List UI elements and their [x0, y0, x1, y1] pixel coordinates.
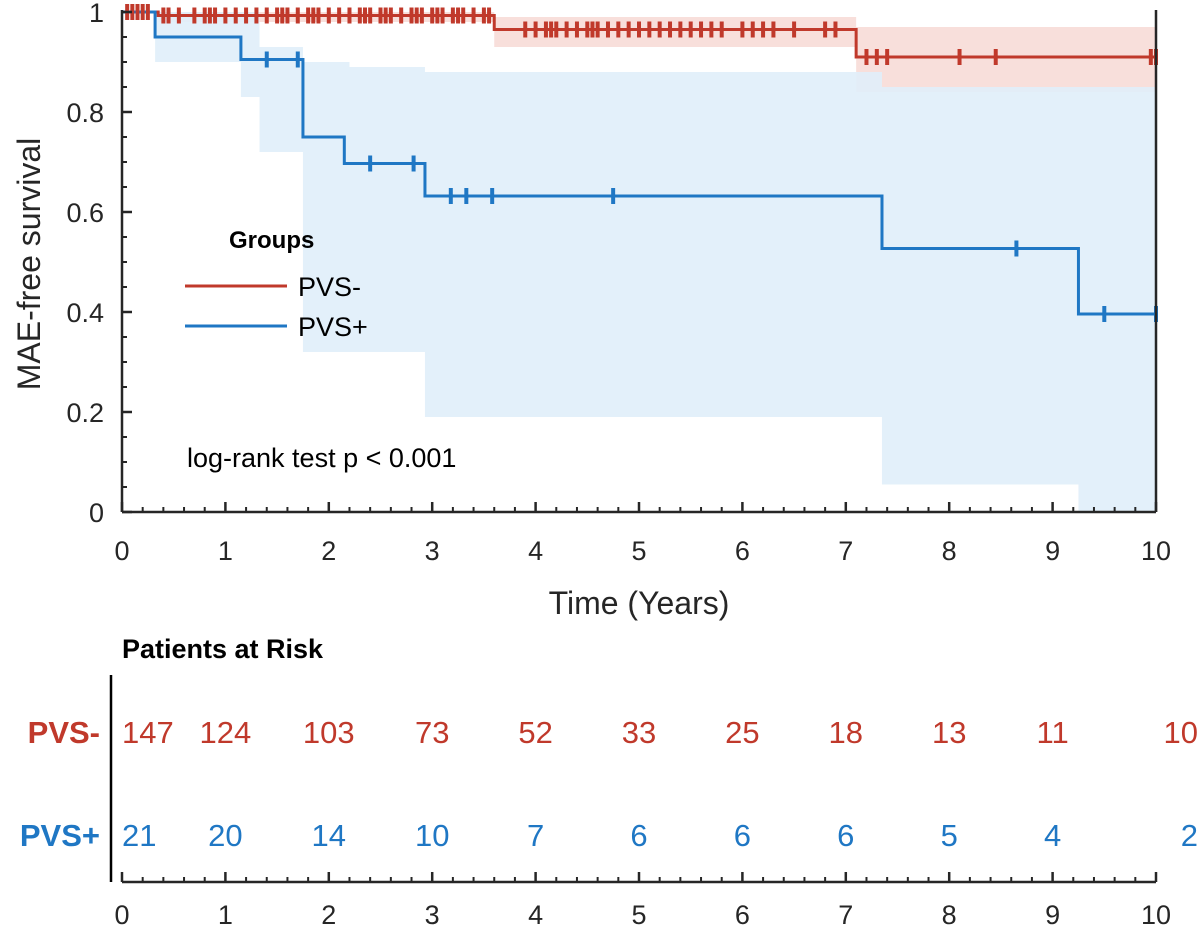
x-tick-label: 9: [1045, 536, 1060, 566]
y-tick-label: 0.6: [66, 198, 104, 228]
x-tick-label: 0: [114, 536, 129, 566]
x-tick-label: 2: [321, 536, 336, 566]
risk-cell: 20: [208, 818, 242, 853]
legend-title: Groups: [229, 227, 314, 254]
survival-curves: [122, 10, 1156, 316]
x-tick-label: 7: [838, 536, 853, 566]
risk-axis-label: 6: [735, 900, 750, 930]
risk-table-title: Patients at Risk: [122, 634, 324, 664]
risk-axis-label: 2: [321, 900, 336, 930]
km-plot: 0 1 2 3 4 5 6 7 8 9 10 0 0.2 0.4 0.6 0.8 1 MAE-free surv…: [11, 0, 1171, 621]
y-tick-label: 0: [89, 498, 104, 528]
ci-band-pvs-minus: [122, 12, 1156, 92]
risk-cell: 14: [312, 818, 346, 853]
x-tick-label: 4: [528, 536, 543, 566]
ci-band-pvs-plus: [122, 12, 1156, 512]
risk-cell: 6: [734, 818, 751, 853]
risk-axis-label: 1: [218, 900, 233, 930]
y-axis-title: MAE-free survival: [11, 138, 47, 391]
risk-cell: 2: [1181, 818, 1198, 853]
risk-axis-label: 9: [1045, 900, 1060, 930]
risk-axis-label: 5: [631, 900, 646, 930]
risk-cell: 33: [622, 715, 656, 750]
risk-row-label-pvs-minus: PVS-: [28, 715, 100, 750]
legend-label-pvs-plus: PVS+: [298, 312, 368, 342]
confidence-bands: [122, 12, 1156, 512]
risk-table-axis: 0 1 2 3 4 5 6 7 8 9 10: [114, 872, 1171, 930]
y-tick-label: 0.8: [66, 98, 104, 128]
risk-cell: 73: [415, 715, 449, 750]
risk-axis-label: 7: [838, 900, 853, 930]
x-tick-label: 8: [942, 536, 957, 566]
risk-cell: 13: [932, 715, 966, 750]
x-tick-label: 10: [1141, 536, 1171, 566]
y-tick-label: 0.2: [66, 398, 104, 428]
risk-axis-label: 3: [425, 900, 440, 930]
risk-cell: 18: [829, 715, 863, 750]
censor-marks: [125, 4, 1158, 322]
survival-curve-pvs-plus: [122, 10, 1156, 316]
risk-row-label-pvs-plus: PVS+: [20, 818, 100, 853]
risk-cell: 10: [415, 818, 449, 853]
log-rank-annotation: log-rank test p < 0.001: [187, 443, 456, 473]
x-axis-title: Time (Years): [549, 585, 730, 621]
risk-axis-label: 8: [942, 900, 957, 930]
risk-cell: 25: [725, 715, 759, 750]
risk-cell: 21: [122, 818, 156, 853]
risk-cell: 11: [1037, 715, 1069, 750]
risk-cell: 4: [1044, 818, 1061, 853]
x-tick-label: 1: [218, 536, 233, 566]
risk-cell: 5: [941, 818, 958, 853]
x-tick-label: 6: [735, 536, 750, 566]
risk-cell: 147: [122, 715, 174, 750]
y-tick-label: 0.4: [66, 298, 104, 328]
risk-cell: 6: [837, 818, 854, 853]
x-tick-label: 5: [631, 536, 646, 566]
x-tick-label: 3: [425, 536, 440, 566]
risk-axis-label: 0: [114, 900, 129, 930]
risk-axis-label: 4: [528, 900, 543, 930]
risk-cell: 6: [630, 818, 647, 853]
risk-axis-label: 10: [1141, 900, 1171, 930]
risk-cells: 147 124 103 73 52 33 25 18 13 11 10 21 20 14 10 7 6 6 6 5 4 2: [122, 715, 1198, 853]
risk-cell: 7: [527, 818, 544, 853]
axis-ticks: 0 1 2 3 4 5 6 7 8 9 10 0 0.2 0.4 0.6 0.8 1: [66, 0, 1171, 566]
legend-label-pvs-minus: PVS-: [298, 272, 361, 302]
survival-curve-pvs-minus: [122, 10, 1156, 59]
risk-table: Patients at Risk PVS- PVS+ 147 124 103 73 52…: [20, 634, 1198, 930]
risk-cell: 124: [200, 715, 252, 750]
risk-cell: 52: [518, 715, 552, 750]
legend: Groups PVS- PVS+: [185, 227, 368, 342]
y-tick-label: 1: [89, 0, 104, 28]
risk-cell: 10: [1164, 715, 1198, 750]
risk-cell: 103: [303, 715, 355, 750]
